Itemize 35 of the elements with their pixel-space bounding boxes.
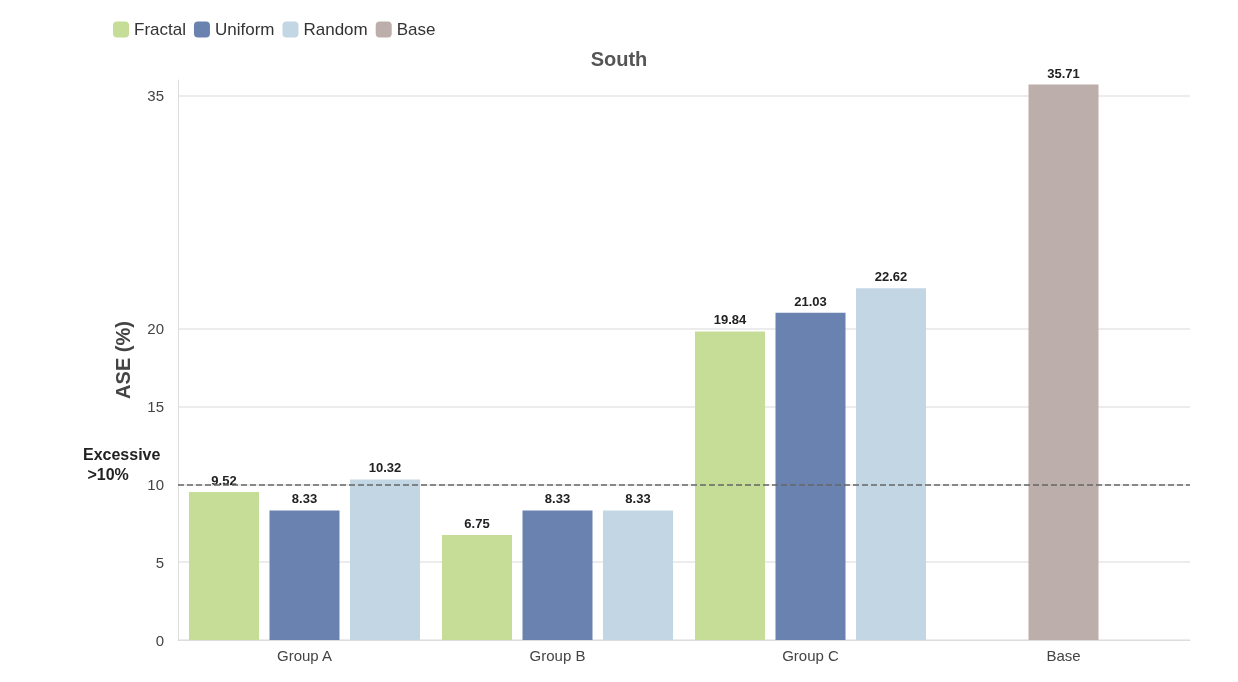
x-tick-label: Group B	[529, 647, 586, 664]
data-label: 8.33	[625, 491, 651, 507]
bar	[603, 510, 673, 640]
bar	[350, 479, 420, 640]
bar	[269, 510, 340, 640]
chart-title: South	[590, 48, 648, 70]
bar	[695, 331, 765, 640]
y-tick-label: 20	[147, 320, 164, 338]
data-label: 21.03	[794, 293, 827, 309]
x-tick-label: Group C	[782, 647, 840, 664]
data-label: 35.71	[1047, 65, 1080, 81]
bar	[522, 510, 593, 640]
bar	[1028, 84, 1099, 640]
x-tick-label: Base	[1046, 647, 1081, 664]
legend-label: Uniform	[214, 20, 275, 39]
y-tick-label: 35	[147, 87, 164, 105]
bar	[442, 535, 512, 640]
legend-label: Base	[396, 20, 436, 39]
bar	[856, 288, 926, 640]
data-label: 6.75	[464, 516, 490, 531]
legend-label: Random	[303, 20, 368, 39]
data-label: 22.62	[874, 269, 908, 285]
y-tick-label: 0	[155, 631, 164, 649]
bar	[775, 312, 846, 640]
data-label: 8.33	[544, 491, 571, 507]
data-label: 8.33	[291, 491, 318, 507]
y-tick-label: 5	[155, 553, 164, 571]
legend-label: Fractal	[134, 20, 186, 39]
data-label: 19.84	[713, 312, 748, 328]
x-tick-label: Group A	[276, 647, 333, 664]
bar	[189, 491, 259, 640]
y-axis-title: ASE (%)	[112, 321, 134, 399]
data-label: 9.52	[211, 472, 237, 488]
y-tick-label: 15	[147, 398, 164, 416]
data-label: 10.32	[368, 460, 402, 476]
